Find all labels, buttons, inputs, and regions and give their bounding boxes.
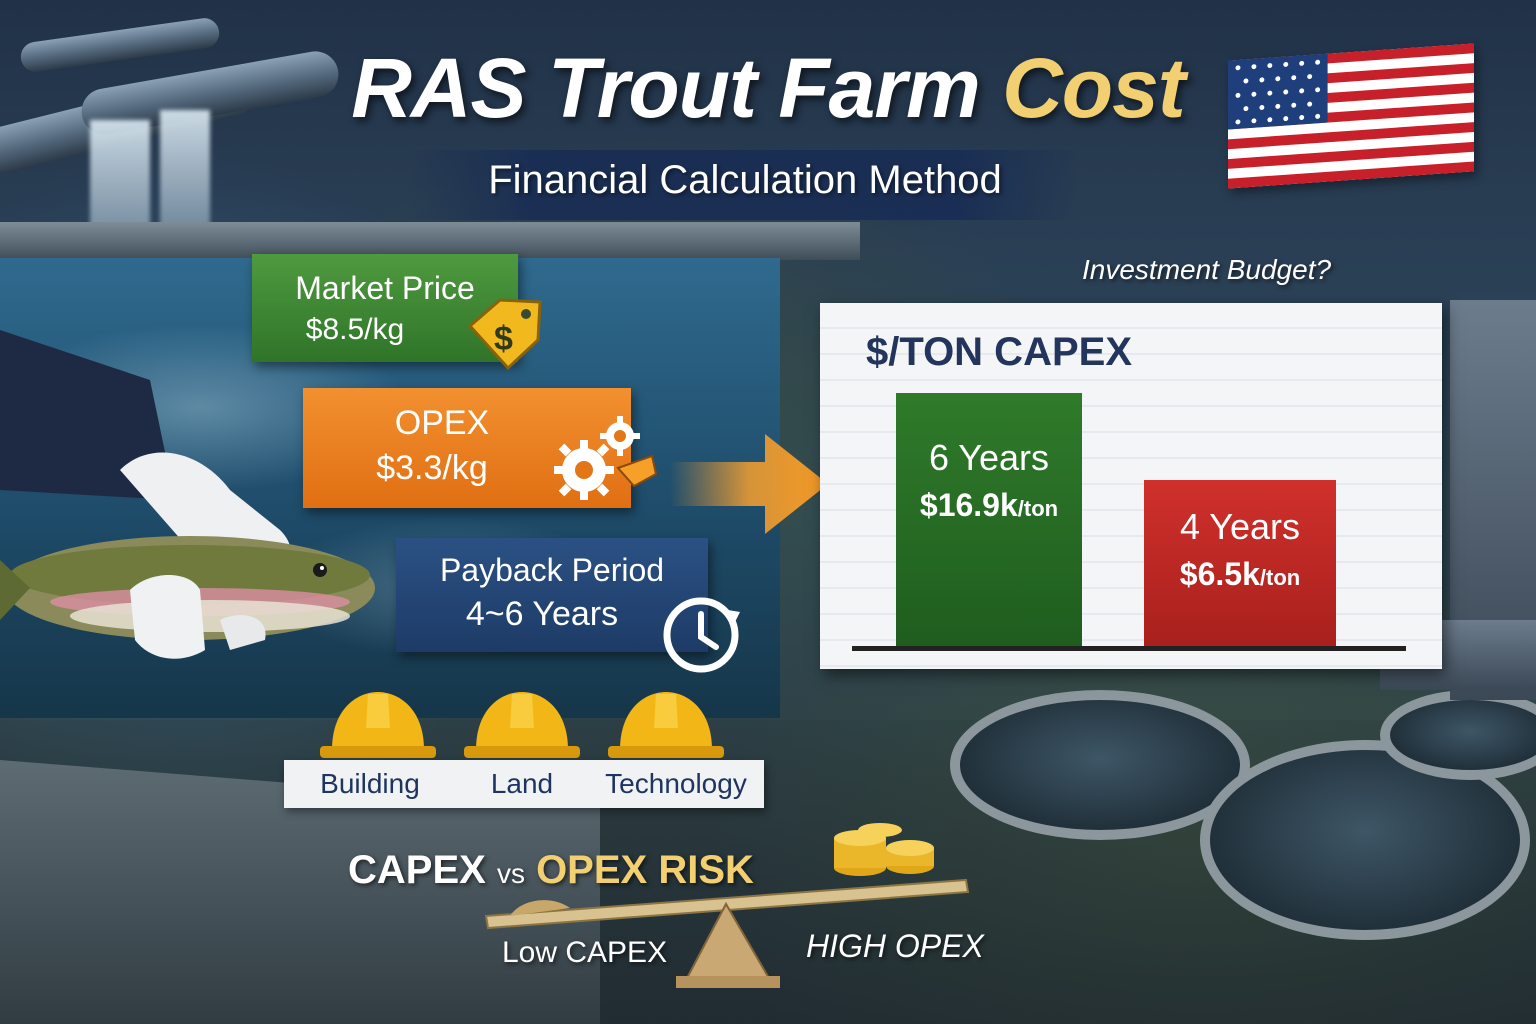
factor-technology: Technology: [605, 768, 747, 799]
trout-in-hand-illustration: [0, 330, 375, 659]
hard-hat-icon: [608, 692, 724, 758]
clock-icon: [663, 597, 740, 673]
bar-4-years-value: $6.5k/ton: [1179, 556, 1301, 592]
payback-label: Payback Period: [439, 552, 665, 588]
price-tag-dollar-icon: $: [467, 298, 542, 371]
opex-label: OPEX: [394, 404, 490, 442]
page-title: RAS Trout Farm Cost: [0, 40, 1536, 137]
risk-title-left: CAPEX: [348, 848, 486, 892]
hard-hat-icon: [320, 692, 436, 758]
arrow-icon: [670, 434, 828, 534]
svg-text:$: $: [494, 320, 513, 358]
bar-6-years-unit: /ton: [1017, 496, 1059, 521]
bar-4-years: 4 Years $6.5k/ton: [1144, 480, 1336, 647]
hard-hat-icon: [464, 692, 580, 758]
subtitle-band: [410, 150, 1080, 220]
balance-scale-illustration: [484, 823, 970, 988]
bar-6-years-label: 6 Years: [928, 437, 1050, 478]
factor-land: Land: [490, 768, 554, 799]
opex-value: $3.3/kg: [376, 449, 488, 487]
risk-title: CAPEX vs OPEX RISK: [348, 848, 754, 893]
bar-4-years-unit: /ton: [1259, 565, 1301, 590]
low-capex-label: Low CAPEX: [502, 936, 668, 969]
market-price-card: Market Price $8.5/kg: [252, 254, 518, 362]
chart-baseline: [852, 646, 1406, 651]
capex-factors-strip: [284, 760, 764, 808]
bar-6-years: 6 Years $16.9k/ton: [896, 393, 1082, 647]
bar-6-years-value: $16.9k/ton: [919, 487, 1059, 523]
title-accent: Cost: [1002, 41, 1186, 135]
usa-flag-icon: [1228, 43, 1474, 189]
subtitle: Financial Calculation Method: [488, 158, 1002, 202]
gold-coins-icon: [834, 823, 934, 876]
market-price-value: $8.5/kg: [305, 313, 405, 346]
title-main: RAS Trout Farm: [351, 41, 981, 135]
payback-value: 4~6 Years: [465, 595, 619, 633]
risk-title-vs: vs: [496, 858, 525, 889]
payback-period-card: Payback Period 4~6 Years: [396, 538, 708, 652]
bar-4-years-label: 4 Years: [1179, 506, 1301, 547]
factor-building: Building: [320, 768, 420, 799]
gears-icon: [554, 416, 658, 500]
high-opex-label: HIGH OPEX: [806, 928, 984, 964]
market-price-label: Market Price: [295, 270, 475, 306]
chart-title: $/TON CAPEX: [866, 330, 1132, 374]
investment-budget-question: Investment Budget?: [1082, 254, 1332, 285]
risk-title-right: OPEX RISK: [536, 848, 754, 892]
